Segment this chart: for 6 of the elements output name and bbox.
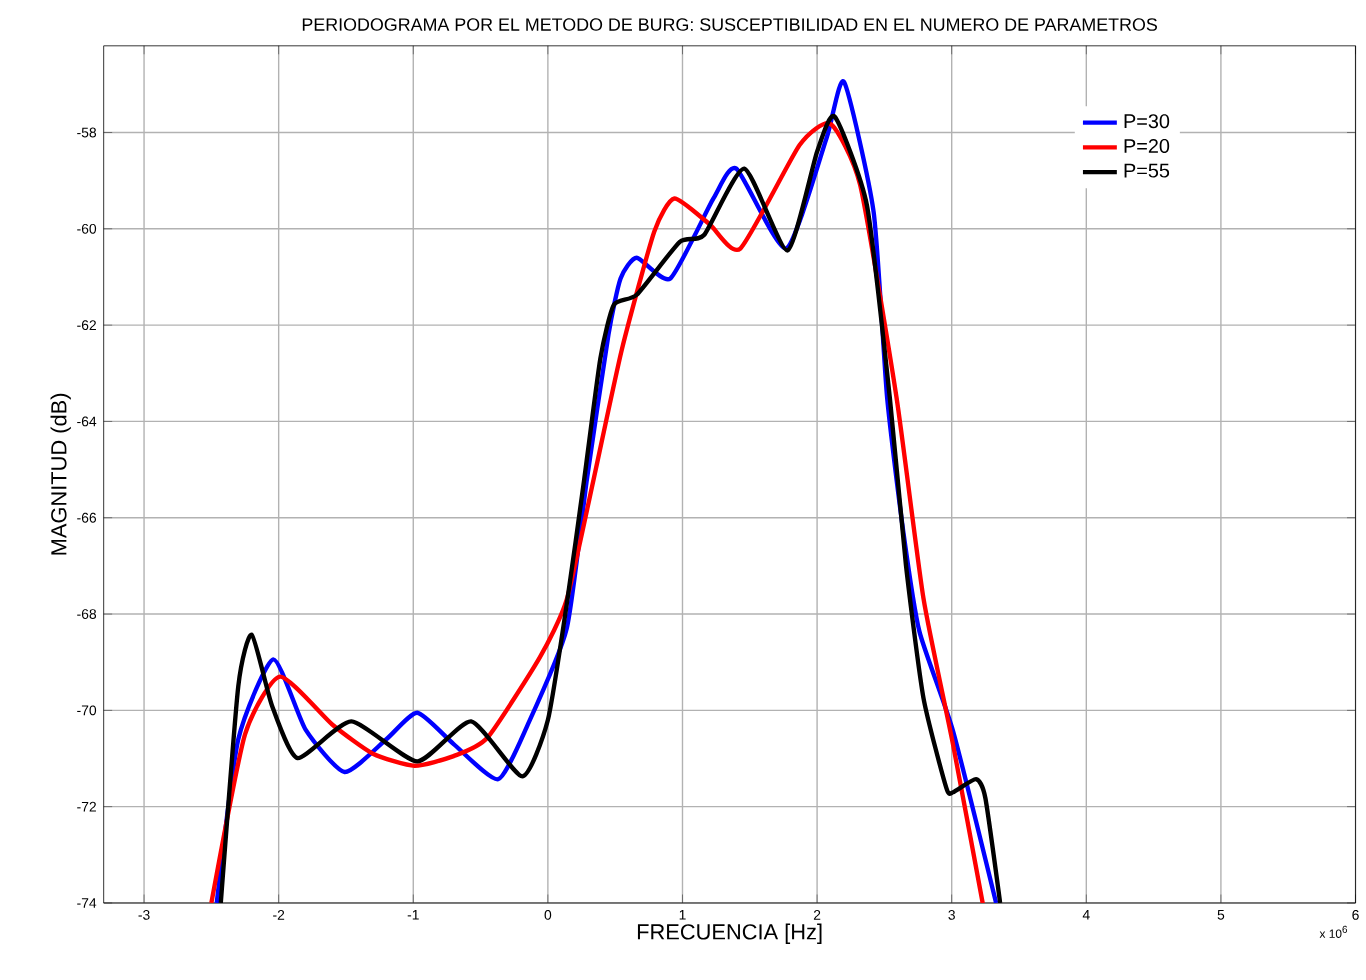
chart-title: PERIODOGRAMA POR EL METODO DE BURG: SUSCEPTIBILIDAD EN EL NUMERO DE PARAMETROS: [302, 17, 1157, 31]
legend-label: P=55: [1124, 163, 1170, 178]
y-axis-title: MAGNITUD (dB): [50, 393, 71, 555]
legend-label: P=30: [1124, 113, 1170, 128]
x-axis-title: FRECUENCIA [Hz]: [637, 923, 822, 944]
legend-label: P=20: [1124, 138, 1170, 153]
